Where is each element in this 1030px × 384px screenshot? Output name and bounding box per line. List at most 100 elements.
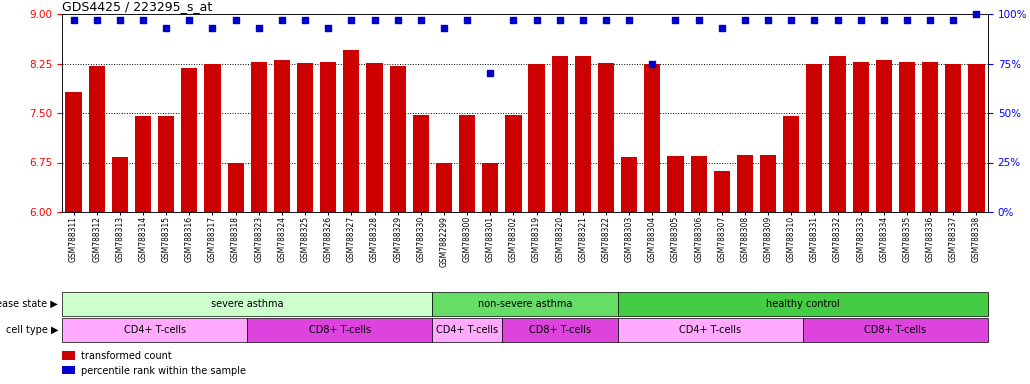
Point xyxy=(783,17,799,23)
Point xyxy=(690,17,707,23)
Bar xyxy=(760,155,777,384)
Point xyxy=(551,17,568,23)
Bar xyxy=(922,61,938,384)
Point xyxy=(853,17,869,23)
Point xyxy=(343,17,359,23)
Text: cell type ▶: cell type ▶ xyxy=(5,325,58,335)
Bar xyxy=(62,318,247,342)
Point xyxy=(946,17,962,23)
Point xyxy=(158,25,174,31)
Bar xyxy=(618,318,802,342)
Point xyxy=(297,17,313,23)
Bar xyxy=(204,64,220,384)
Bar xyxy=(946,63,961,384)
Bar xyxy=(736,155,753,384)
Point xyxy=(89,17,105,23)
Point xyxy=(389,17,406,23)
Point xyxy=(876,17,892,23)
Point xyxy=(274,17,290,23)
Text: CD4+ T-cells: CD4+ T-cells xyxy=(679,325,742,335)
Point xyxy=(968,11,985,17)
Bar xyxy=(802,318,988,342)
Point xyxy=(806,17,823,23)
Point xyxy=(760,17,777,23)
Point xyxy=(528,17,545,23)
Bar xyxy=(690,156,707,384)
Bar xyxy=(112,157,128,384)
Bar xyxy=(829,56,846,384)
Bar xyxy=(433,318,502,342)
Point xyxy=(436,25,452,31)
Bar xyxy=(482,162,499,384)
Point xyxy=(320,25,337,31)
Bar xyxy=(228,162,244,384)
Bar xyxy=(436,162,452,384)
Text: severe asthma: severe asthma xyxy=(211,299,283,309)
Bar xyxy=(89,66,105,384)
Bar xyxy=(181,68,198,384)
Text: CD4+ T-cells: CD4+ T-cells xyxy=(436,325,499,335)
Bar xyxy=(135,116,151,384)
Bar xyxy=(968,63,985,384)
Text: CD8+ T-cells: CD8+ T-cells xyxy=(528,325,591,335)
Bar xyxy=(876,60,892,384)
Point xyxy=(667,17,684,23)
Point xyxy=(413,17,430,23)
Text: disease state ▶: disease state ▶ xyxy=(0,299,58,309)
Bar xyxy=(506,115,521,384)
Text: transformed count: transformed count xyxy=(80,351,171,361)
Bar xyxy=(389,66,406,384)
Bar xyxy=(644,64,660,384)
Point xyxy=(597,17,614,23)
Bar xyxy=(621,157,638,384)
Text: healthy control: healthy control xyxy=(766,299,839,309)
Point xyxy=(135,17,151,23)
Point xyxy=(714,25,730,31)
Point xyxy=(459,17,476,23)
Point xyxy=(65,17,81,23)
Text: non-severe asthma: non-severe asthma xyxy=(478,299,573,309)
Bar xyxy=(714,171,730,384)
Bar xyxy=(502,318,618,342)
Point xyxy=(367,17,383,23)
Bar xyxy=(853,61,868,384)
Point xyxy=(644,60,660,66)
Bar xyxy=(528,63,545,384)
Text: GDS4425 / 223295_s_at: GDS4425 / 223295_s_at xyxy=(62,0,212,13)
Bar xyxy=(598,63,614,384)
Bar xyxy=(459,115,475,384)
Point xyxy=(111,17,128,23)
Bar xyxy=(618,292,988,316)
Bar xyxy=(806,63,823,384)
Bar xyxy=(297,63,313,384)
Point xyxy=(621,17,638,23)
Bar xyxy=(66,92,81,384)
Bar xyxy=(247,318,433,342)
Text: CD8+ T-cells: CD8+ T-cells xyxy=(309,325,371,335)
Bar xyxy=(899,61,915,384)
Bar xyxy=(667,156,684,384)
Bar xyxy=(320,62,337,384)
Bar xyxy=(433,292,618,316)
Bar xyxy=(367,63,382,384)
Text: CD8+ T-cells: CD8+ T-cells xyxy=(864,325,926,335)
Point xyxy=(505,17,521,23)
Bar xyxy=(413,115,428,384)
Point xyxy=(736,17,753,23)
Text: CD4+ T-cells: CD4+ T-cells xyxy=(124,325,185,335)
Point xyxy=(575,17,591,23)
Point xyxy=(181,17,198,23)
Bar xyxy=(783,116,799,384)
Point xyxy=(922,17,938,23)
Bar xyxy=(575,56,591,384)
Bar xyxy=(274,60,290,384)
Point xyxy=(228,17,244,23)
Bar xyxy=(62,292,433,316)
Bar xyxy=(250,61,267,384)
Bar xyxy=(552,56,568,384)
Bar xyxy=(158,116,174,384)
Point xyxy=(204,25,220,31)
Point xyxy=(250,25,267,31)
Point xyxy=(482,70,499,76)
Point xyxy=(899,17,916,23)
